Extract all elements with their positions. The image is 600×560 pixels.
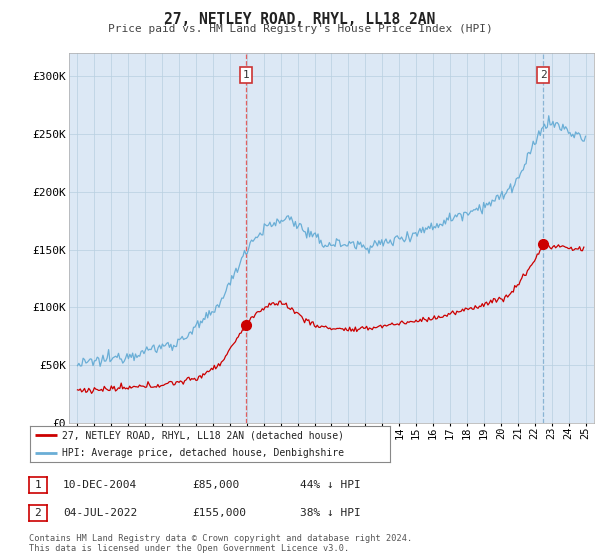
Text: 1: 1 — [34, 480, 41, 490]
Text: 2: 2 — [540, 70, 547, 80]
Text: 27, NETLEY ROAD, RHYL, LL18 2AN (detached house): 27, NETLEY ROAD, RHYL, LL18 2AN (detache… — [62, 431, 344, 440]
Text: 04-JUL-2022: 04-JUL-2022 — [63, 508, 137, 518]
Text: £85,000: £85,000 — [192, 480, 239, 490]
Text: 27, NETLEY ROAD, RHYL, LL18 2AN: 27, NETLEY ROAD, RHYL, LL18 2AN — [164, 12, 436, 27]
Text: Price paid vs. HM Land Registry's House Price Index (HPI): Price paid vs. HM Land Registry's House … — [107, 24, 493, 34]
Text: 44% ↓ HPI: 44% ↓ HPI — [300, 480, 361, 490]
Text: 38% ↓ HPI: 38% ↓ HPI — [300, 508, 361, 518]
Text: 2: 2 — [34, 508, 41, 518]
Text: 10-DEC-2004: 10-DEC-2004 — [63, 480, 137, 490]
Text: £155,000: £155,000 — [192, 508, 246, 518]
Text: 1: 1 — [242, 70, 250, 80]
Text: Contains HM Land Registry data © Crown copyright and database right 2024.
This d: Contains HM Land Registry data © Crown c… — [29, 534, 412, 553]
Text: HPI: Average price, detached house, Denbighshire: HPI: Average price, detached house, Denb… — [62, 448, 344, 458]
